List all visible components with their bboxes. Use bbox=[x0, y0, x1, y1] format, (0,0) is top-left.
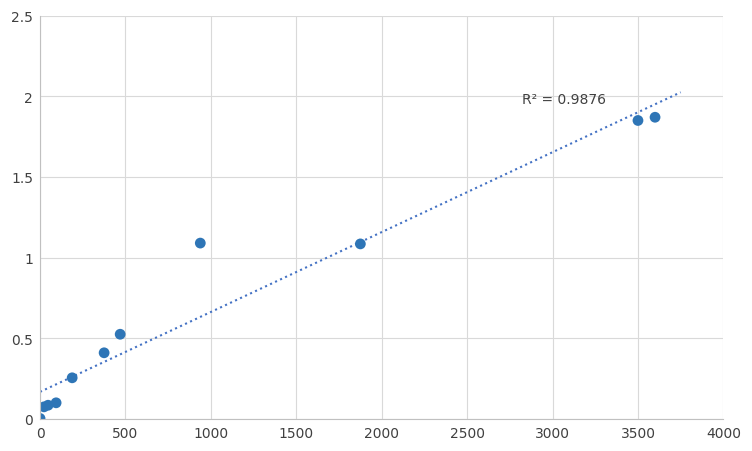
Point bbox=[649, 115, 661, 122]
Point bbox=[42, 402, 54, 409]
Point bbox=[632, 118, 644, 125]
Point bbox=[66, 374, 78, 382]
Point bbox=[34, 415, 46, 422]
Point bbox=[38, 403, 50, 410]
Point bbox=[354, 241, 366, 248]
Point bbox=[194, 240, 206, 247]
Point bbox=[50, 399, 62, 406]
Point bbox=[114, 331, 126, 338]
Text: R² = 0.9876: R² = 0.9876 bbox=[522, 93, 606, 107]
Point bbox=[98, 350, 110, 357]
